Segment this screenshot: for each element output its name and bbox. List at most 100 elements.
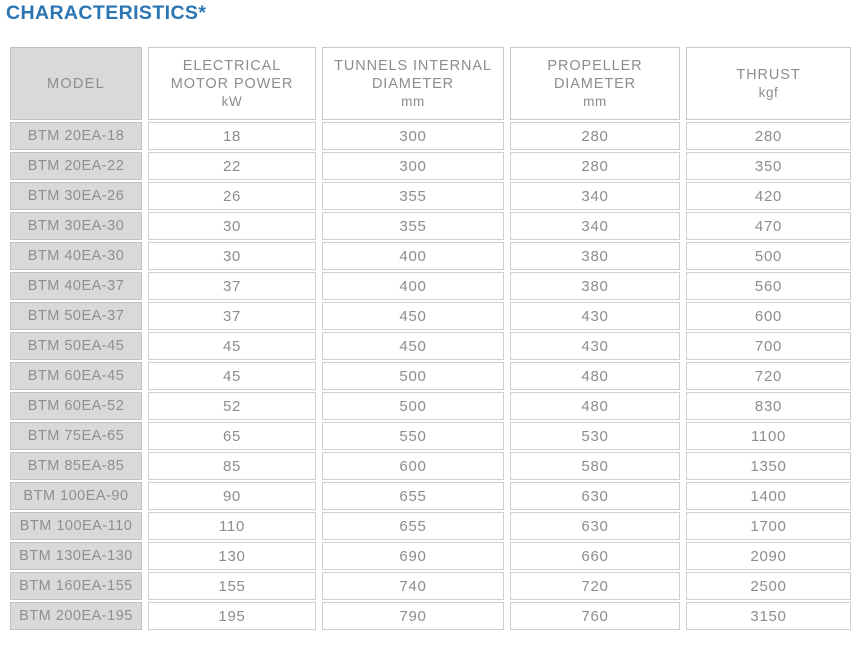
cell-electrical-motor-power: 30: [148, 242, 316, 270]
column-header-tunnel-line1: TUNNELS INTERNAL: [334, 57, 492, 74]
table-row: BTM 100EA-90 90 655 630 1400: [10, 482, 851, 510]
cell-model: BTM 40EA-30: [10, 242, 142, 270]
cell-thrust: 720: [686, 362, 851, 390]
table-row: BTM 40EA-30 30 400 380 500: [10, 242, 851, 270]
column-header-propeller-unit: mm: [583, 93, 607, 109]
cell-electrical-motor-power: 22: [148, 152, 316, 180]
cell-tunnels-internal-diameter: 400: [322, 242, 504, 270]
cell-tunnels-internal-diameter: 655: [322, 512, 504, 540]
cell-tunnels-internal-diameter: 450: [322, 332, 504, 360]
cell-thrust: 2090: [686, 542, 851, 570]
cell-electrical-motor-power: 52: [148, 392, 316, 420]
cell-propeller-diameter: 720: [510, 572, 680, 600]
table-header: MODEL ELECTRICAL MOTOR POWER kW TUNNELS …: [10, 47, 851, 120]
column-header-propeller-diameter: PROPELLER DIAMETER mm: [510, 47, 680, 120]
cell-propeller-diameter: 340: [510, 212, 680, 240]
cell-propeller-diameter: 630: [510, 482, 680, 510]
cell-thrust: 3150: [686, 602, 851, 630]
cell-model: BTM 50EA-37: [10, 302, 142, 330]
column-header-tunnel-line2: DIAMETER: [371, 75, 455, 92]
characteristics-table: MODEL ELECTRICAL MOTOR POWER kW TUNNELS …: [4, 45, 856, 632]
column-header-tunnels-internal-diameter: TUNNELS INTERNAL DIAMETER mm: [322, 47, 504, 120]
table-row: BTM 60EA-45 45 500 480 720: [10, 362, 851, 390]
table-row: BTM 30EA-26 26 355 340 420: [10, 182, 851, 210]
cell-thrust: 350: [686, 152, 851, 180]
table-row: BTM 30EA-30 30 355 340 470: [10, 212, 851, 240]
cell-propeller-diameter: 280: [510, 152, 680, 180]
cell-thrust: 600: [686, 302, 851, 330]
cell-tunnels-internal-diameter: 500: [322, 392, 504, 420]
cell-model: BTM 40EA-37: [10, 272, 142, 300]
column-header-propeller-line1: PROPELLER: [547, 57, 643, 74]
cell-electrical-motor-power: 18: [148, 122, 316, 150]
cell-tunnels-internal-diameter: 550: [322, 422, 504, 450]
cell-model: BTM 30EA-26: [10, 182, 142, 210]
cell-model: BTM 160EA-155: [10, 572, 142, 600]
table-row: BTM 100EA-110 110 655 630 1700: [10, 512, 851, 540]
column-header-model: MODEL: [10, 47, 142, 120]
cell-tunnels-internal-diameter: 355: [322, 212, 504, 240]
table-row: BTM 130EA-130 130 690 660 2090: [10, 542, 851, 570]
cell-model: BTM 85EA-85: [10, 452, 142, 480]
cell-model: BTM 20EA-22: [10, 152, 142, 180]
cell-tunnels-internal-diameter: 690: [322, 542, 504, 570]
cell-tunnels-internal-diameter: 450: [322, 302, 504, 330]
cell-electrical-motor-power: 195: [148, 602, 316, 630]
cell-propeller-diameter: 760: [510, 602, 680, 630]
cell-electrical-motor-power: 65: [148, 422, 316, 450]
cell-electrical-motor-power: 155: [148, 572, 316, 600]
cell-model: BTM 60EA-52: [10, 392, 142, 420]
column-header-power-line1: ELECTRICAL: [182, 57, 282, 74]
cell-thrust: 560: [686, 272, 851, 300]
cell-electrical-motor-power: 90: [148, 482, 316, 510]
column-header-power-line2: MOTOR POWER: [170, 75, 294, 92]
cell-model: BTM 20EA-18: [10, 122, 142, 150]
table-row: BTM 50EA-45 45 450 430 700: [10, 332, 851, 360]
table-row: BTM 75EA-65 65 550 530 1100: [10, 422, 851, 450]
cell-electrical-motor-power: 45: [148, 362, 316, 390]
cell-thrust: 700: [686, 332, 851, 360]
table-row: BTM 200EA-195 195 790 760 3150: [10, 602, 851, 630]
cell-model: BTM 100EA-90: [10, 482, 142, 510]
cell-propeller-diameter: 480: [510, 362, 680, 390]
cell-propeller-diameter: 530: [510, 422, 680, 450]
cell-propeller-diameter: 380: [510, 272, 680, 300]
column-header-thrust: THRUST kgf: [686, 47, 851, 120]
column-header-tunnel-unit: mm: [401, 93, 425, 109]
cell-model: BTM 130EA-130: [10, 542, 142, 570]
cell-model: BTM 100EA-110: [10, 512, 142, 540]
table-row: BTM 60EA-52 52 500 480 830: [10, 392, 851, 420]
cell-model: BTM 200EA-195: [10, 602, 142, 630]
cell-thrust: 420: [686, 182, 851, 210]
cell-tunnels-internal-diameter: 790: [322, 602, 504, 630]
cell-electrical-motor-power: 110: [148, 512, 316, 540]
cell-propeller-diameter: 430: [510, 302, 680, 330]
cell-electrical-motor-power: 130: [148, 542, 316, 570]
table-row: BTM 85EA-85 85 600 580 1350: [10, 452, 851, 480]
table-row: BTM 20EA-22 22 300 280 350: [10, 152, 851, 180]
cell-electrical-motor-power: 26: [148, 182, 316, 210]
cell-thrust: 1350: [686, 452, 851, 480]
cell-propeller-diameter: 430: [510, 332, 680, 360]
cell-thrust: 1100: [686, 422, 851, 450]
column-header-thrust-unit: kgf: [758, 84, 779, 100]
cell-thrust: 2500: [686, 572, 851, 600]
cell-propeller-diameter: 580: [510, 452, 680, 480]
cell-propeller-diameter: 660: [510, 542, 680, 570]
cell-tunnels-internal-diameter: 740: [322, 572, 504, 600]
cell-propeller-diameter: 480: [510, 392, 680, 420]
column-header-propeller-line2: DIAMETER: [553, 75, 637, 92]
cell-model: BTM 75EA-65: [10, 422, 142, 450]
cell-thrust: 830: [686, 392, 851, 420]
table-row: BTM 20EA-18 18 300 280 280: [10, 122, 851, 150]
cell-thrust: 1700: [686, 512, 851, 540]
table-row: BTM 160EA-155 155 740 720 2500: [10, 572, 851, 600]
cell-electrical-motor-power: 37: [148, 302, 316, 330]
cell-tunnels-internal-diameter: 400: [322, 272, 504, 300]
page-title: CHARACTERISTICS*: [6, 2, 207, 24]
cell-propeller-diameter: 280: [510, 122, 680, 150]
column-header-model-label: MODEL: [46, 75, 106, 92]
cell-tunnels-internal-diameter: 600: [322, 452, 504, 480]
cell-tunnels-internal-diameter: 500: [322, 362, 504, 390]
cell-thrust: 280: [686, 122, 851, 150]
